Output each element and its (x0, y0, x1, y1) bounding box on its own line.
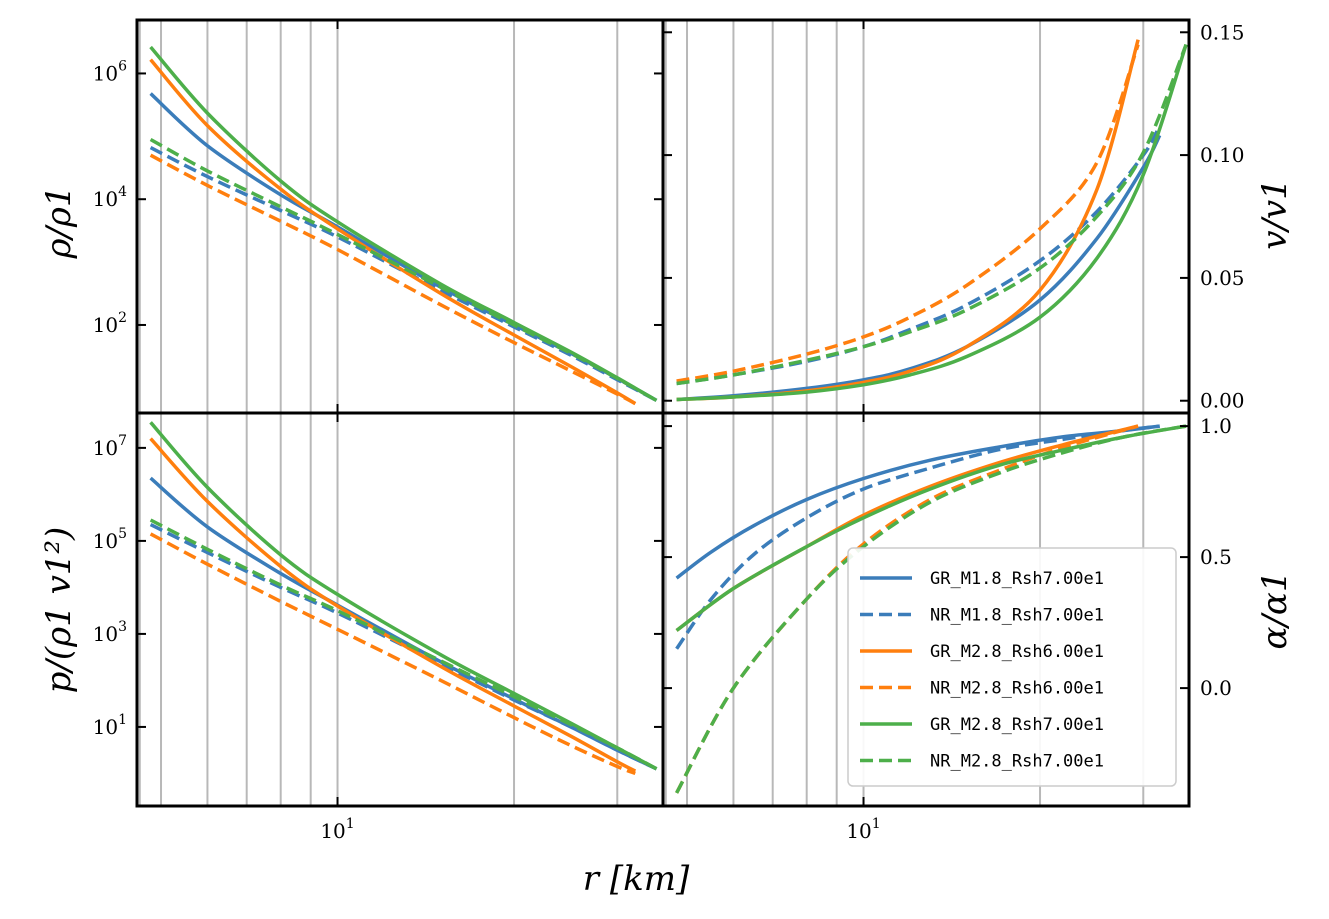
series-line-gr-m2-8-rsh7-00e1 (149, 45, 658, 402)
panel-velocity (676, 39, 1188, 402)
series-line-nr-m1-8-rsh7-00e1 (676, 124, 1162, 386)
legend-label: GR_M2.8_Rsh6.00e1 (930, 642, 1104, 662)
y-tick-label: 105 (93, 526, 127, 553)
y-label-velocity: v/v1 (1255, 178, 1295, 250)
x-axis-label: r [km] (583, 859, 690, 899)
legend: GR_M1.8_Rsh7.00e1 NR_M1.8_Rsh7.00e1 GR_M2.… (847, 547, 1177, 787)
series-line-nr-m1-8-rsh7-00e1 (675, 424, 1160, 650)
series-line-gr-m2-8-rsh7-00e1 (149, 421, 658, 771)
series-line-nr-m1-8-rsh7-00e1 (149, 523, 658, 771)
y-tick-label: 103 (93, 619, 127, 646)
axes-frames (135, 18, 1191, 808)
x-tick-label: 101 (320, 816, 354, 843)
y-tick-label: 106 (93, 58, 127, 85)
series-line-gr-m2-8-rsh7-00e1 (676, 44, 1188, 402)
series-line-nr-m2-8-rsh6-00e1 (149, 153, 637, 406)
panel-lapse (675, 424, 1187, 794)
y-tick-label: 102 (93, 310, 127, 337)
series-line-gr-m1-8-rsh7-00e1 (676, 134, 1162, 402)
y-tick-label: 0.15 (1200, 20, 1245, 44)
y-tick-label: 104 (93, 184, 127, 211)
series-line-nr-m2-8-rsh7-00e1 (149, 518, 658, 771)
y-tick-label: 101 (93, 712, 127, 739)
legend-box (847, 547, 1177, 787)
y-label-pressure: p/(ρ1 v1²) (39, 527, 79, 694)
panel-pressure (149, 421, 658, 776)
y-tick-label: 107 (93, 433, 127, 460)
ticks (137, 20, 1189, 806)
y-tick-label: 0.05 (1200, 266, 1245, 290)
y-tick-label: 1.0 (1200, 414, 1232, 438)
y-tick-label: 0.10 (1200, 143, 1245, 167)
y-tick-label: 0.00 (1200, 389, 1245, 413)
series-line-nr-m2-8-rsh7-00e1 (676, 43, 1188, 386)
series-line-nr-m1-8-rsh7-00e1 (149, 146, 658, 402)
series-line-gr-m1-8-rsh7-00e1 (149, 92, 658, 402)
series-line-gr-m2-8-rsh6-00e1 (149, 58, 637, 406)
series-line-gr-m2-8-rsh6-00e1 (149, 437, 637, 773)
y-label-density: ρ/ρ1 (39, 185, 79, 259)
legend-label: NR_M2.8_Rsh6.00e1 (930, 679, 1104, 699)
series-line-gr-m2-8-rsh6-00e1 (676, 39, 1140, 402)
legend-label: NR_M2.8_Rsh7.00e1 (930, 752, 1104, 772)
x-tick-label: 101 (846, 816, 880, 843)
y-label-lapse: α/α1 (1255, 570, 1295, 649)
series-line-nr-m2-8-rsh6-00e1 (149, 532, 636, 776)
legend-label: GR_M1.8_Rsh7.00e1 (930, 569, 1104, 589)
panel-density (149, 45, 658, 406)
series-line-nr-m2-8-rsh7-00e1 (149, 137, 658, 402)
y-tick-label: 0.5 (1200, 545, 1232, 569)
y-tick-label: 0.0 (1200, 676, 1232, 700)
legend-label: GR_M2.8_Rsh7.00e1 (930, 715, 1104, 735)
legend-label: NR_M1.8_Rsh7.00e1 (930, 606, 1104, 626)
